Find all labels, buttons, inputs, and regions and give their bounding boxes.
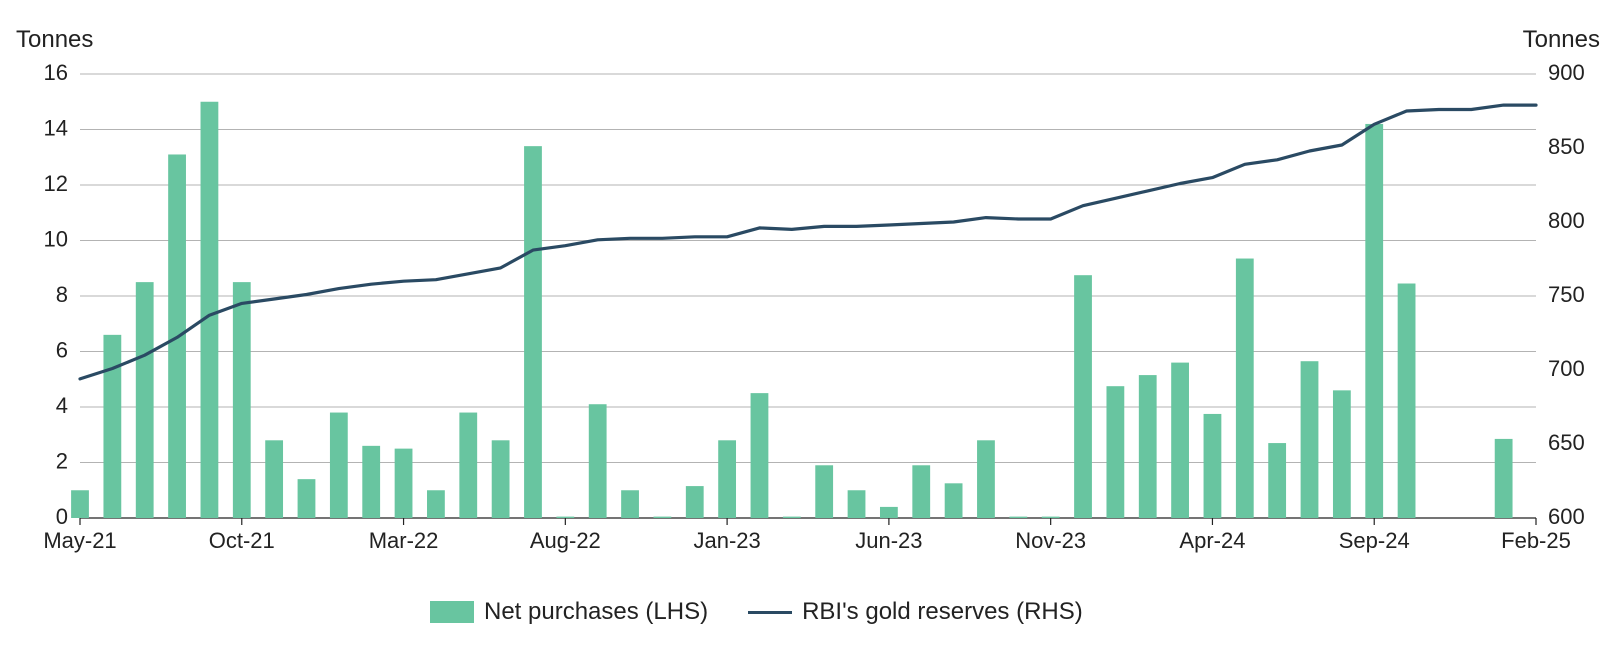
net-purchase-bar [880, 507, 898, 518]
net-purchase-bar [589, 404, 607, 518]
x-tick-label: Jun-23 [855, 528, 922, 553]
net-purchase-bar [815, 465, 833, 518]
net-purchase-bar [1236, 259, 1254, 518]
net-purchase-bar [1268, 443, 1286, 518]
right-tick-label: 600 [1548, 504, 1585, 529]
chart-legend: Net purchases (LHS) RBI's gold reserves … [430, 598, 1083, 626]
net-purchase-bar [524, 146, 542, 518]
legend-label-bars: Net purchases (LHS) [484, 598, 708, 626]
left-tick-label: 6 [56, 337, 68, 362]
left-tick-label: 8 [56, 282, 68, 307]
net-purchase-bar [362, 446, 380, 518]
right-tick-label: 850 [1548, 134, 1585, 159]
net-purchase-bar [977, 440, 995, 518]
net-purchase-bar [848, 490, 866, 518]
net-purchase-bar [1171, 363, 1189, 518]
right-tick-label: 900 [1548, 60, 1585, 85]
net-purchase-bar [201, 102, 219, 518]
x-tick-label: Sep-24 [1339, 528, 1410, 553]
net-purchase-bar [1495, 439, 1513, 518]
gold-reserves-line [80, 105, 1536, 379]
net-purchase-bar [654, 517, 672, 518]
x-tick-label: Jan-23 [693, 528, 760, 553]
x-tick-label: Feb-25 [1501, 528, 1571, 553]
right-axis-title: Tonnes [1523, 26, 1600, 54]
net-purchase-bar [330, 413, 348, 518]
net-purchase-bar [1042, 517, 1060, 518]
legend-item-bars: Net purchases (LHS) [430, 598, 708, 626]
net-purchase-bar [103, 335, 121, 518]
net-purchase-bar [233, 282, 251, 518]
legend-item-line: RBI's gold reserves (RHS) [748, 598, 1083, 626]
net-purchase-bar [136, 282, 154, 518]
net-purchase-bar [1204, 414, 1222, 518]
net-purchase-bar [395, 449, 413, 518]
net-purchase-bar [265, 440, 283, 518]
net-purchase-bar [556, 517, 574, 518]
net-purchase-bar [686, 486, 704, 518]
x-tick-label: Oct-21 [209, 528, 275, 553]
left-tick-label: 12 [44, 171, 68, 196]
net-purchase-bar [1009, 517, 1027, 518]
net-purchase-bar [1365, 124, 1383, 518]
net-purchase-bar [298, 479, 316, 518]
net-purchase-bar [912, 465, 930, 518]
legend-swatch-line-icon [748, 611, 792, 614]
net-purchase-bar [459, 413, 477, 518]
legend-label-line: RBI's gold reserves (RHS) [802, 598, 1083, 626]
net-purchase-bar [783, 517, 801, 518]
right-tick-label: 750 [1548, 282, 1585, 307]
left-axis-title: Tonnes [16, 26, 93, 54]
right-tick-label: 650 [1548, 430, 1585, 455]
chart-canvas: 0 2 4 6 8 10 12 14 16 600 650 700 750 800 850 900 May-21… [0, 0, 1616, 560]
x-tick-label: Aug-22 [530, 528, 601, 553]
left-tick-label: 2 [56, 448, 68, 473]
left-tick-label: 4 [56, 393, 68, 418]
net-purchase-bar [427, 490, 445, 518]
left-tick-label: 16 [44, 60, 68, 85]
net-purchase-bar [71, 490, 89, 518]
net-purchase-bar [621, 490, 639, 518]
net-purchase-bar [1398, 284, 1416, 518]
net-purchase-bar [1333, 390, 1351, 518]
left-tick-label: 14 [44, 115, 68, 140]
net-purchase-bar [1139, 375, 1157, 518]
net-purchase-bar [1074, 275, 1092, 518]
left-tick-label: 10 [44, 226, 68, 251]
net-purchase-bar [1106, 386, 1124, 518]
right-tick-label: 800 [1548, 208, 1585, 233]
x-tick-label: Mar-22 [369, 528, 439, 553]
gold-reserves-chart: Tonnes Tonnes 0 2 4 6 8 10 12 14 16 600 650 700 750 8… [0, 0, 1616, 664]
net-purchase-bar [945, 483, 963, 518]
x-tick-label: May-21 [43, 528, 116, 553]
net-purchase-bar [751, 393, 769, 518]
right-tick-label: 700 [1548, 356, 1585, 381]
x-tick-label: Apr-24 [1179, 528, 1245, 553]
left-tick-label: 0 [56, 504, 68, 529]
x-tick-label: Nov-23 [1015, 528, 1086, 553]
legend-swatch-bar-icon [430, 601, 474, 623]
net-purchase-bar [1301, 361, 1319, 518]
net-purchase-bar [492, 440, 510, 518]
net-purchase-bar [718, 440, 736, 518]
